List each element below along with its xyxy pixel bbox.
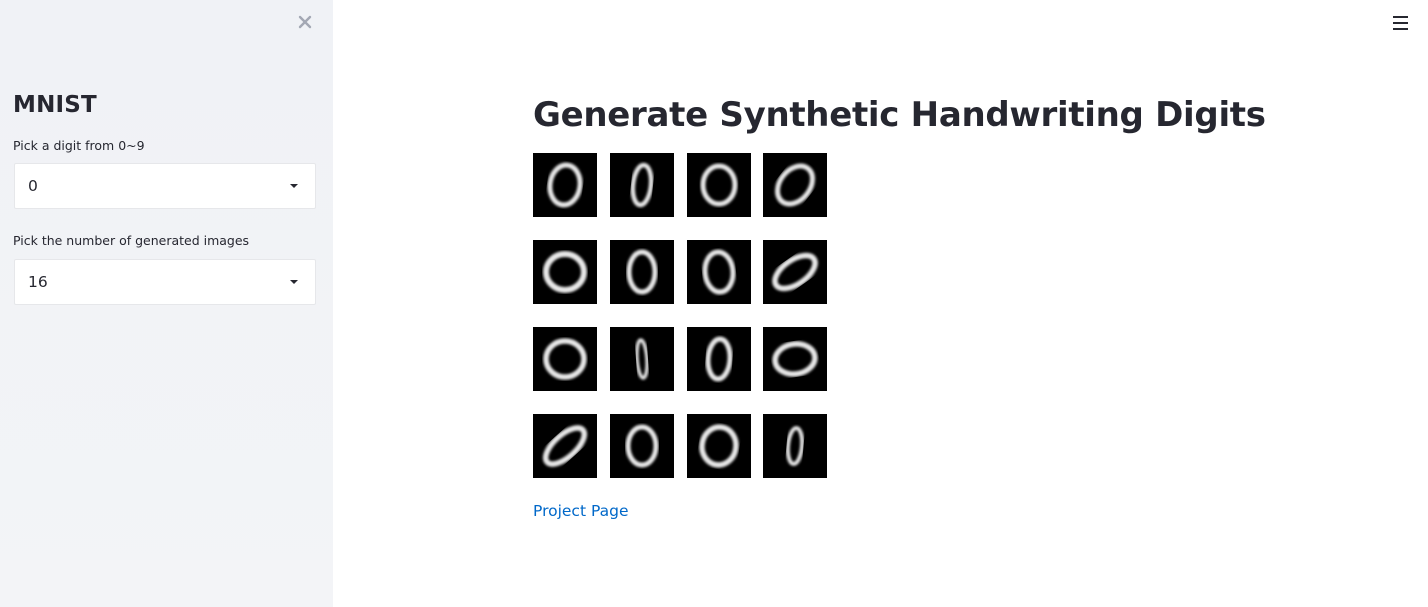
generated-digit-image [533,327,597,391]
digit-zero-glyph [705,336,733,382]
close-icon [298,15,312,29]
generated-images-grid [533,153,833,483]
generated-digit-image [533,414,597,478]
project-page-link[interactable]: Project Page [533,502,629,520]
digit-zero-glyph [774,163,816,207]
generated-digit-image [763,414,827,478]
digit-zero-glyph [785,426,805,466]
generated-digit-image [687,153,751,217]
generated-digit-image [610,414,674,478]
chevron-down-icon [290,184,298,188]
digit-zero-glyph [543,338,587,380]
sidebar: MNIST Pick a digit from 0~9 0 Pick the n… [0,0,333,607]
generated-digit-image [610,327,674,391]
hamburger-menu-icon [1393,16,1408,30]
generated-digit-image [687,327,751,391]
generated-digit-image [610,240,674,304]
digit-zero-glyph [542,425,588,467]
main-menu-button[interactable] [1392,15,1410,31]
generated-digit-image [533,153,597,217]
digit-select-label: Pick a digit from 0~9 [13,138,145,153]
generated-digit-image [763,240,827,304]
digit-zero-glyph [700,163,738,207]
digit-zero-glyph [772,252,818,292]
generated-digit-image [533,240,597,304]
digit-zero-glyph [543,251,587,293]
close-sidebar-button[interactable] [294,10,316,34]
digit-zero-glyph [699,424,739,468]
digit-select[interactable]: 0 [14,163,316,209]
digit-zero-glyph [547,162,583,208]
digit-zero-glyph [635,338,649,380]
digit-select-value: 0 [28,177,38,195]
chevron-down-icon [290,280,298,284]
digit-zero-glyph [772,341,818,377]
generated-digit-image [687,414,751,478]
count-select-label: Pick the number of generated images [13,233,250,248]
page-title: Generate Synthetic Handwriting Digits [533,95,1266,135]
count-select-value: 16 [28,273,48,291]
digit-zero-glyph [702,249,736,295]
digit-zero-glyph [625,424,659,468]
generated-digit-image [763,327,827,391]
digit-zero-glyph [630,162,654,208]
generated-digit-image [610,153,674,217]
generated-digit-image [687,240,751,304]
generated-digit-image [763,153,827,217]
sidebar-title: MNIST [13,92,97,118]
digit-zero-glyph [626,249,658,295]
count-select[interactable]: 16 [14,259,316,305]
